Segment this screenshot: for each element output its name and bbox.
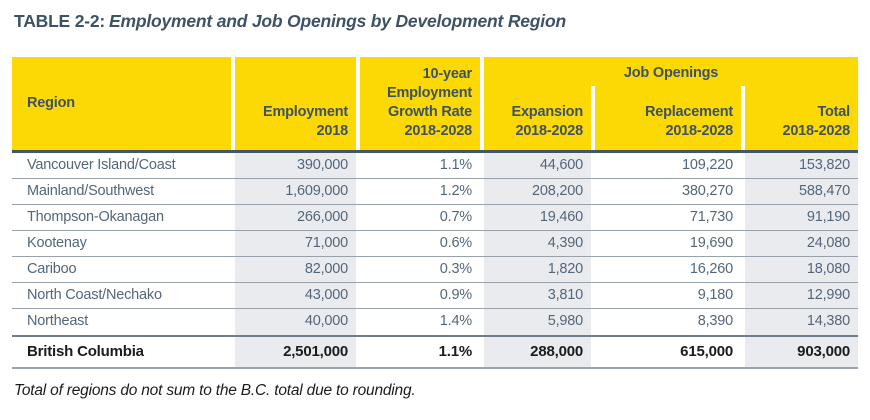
cell-employment: 1,609,000 xyxy=(235,179,356,204)
cell-expansion: 19,460 xyxy=(484,205,591,230)
cell-expansion: 3,810 xyxy=(484,283,591,308)
cell-growth: 1.2% xyxy=(439,183,472,199)
header-total: Total 2018-2028 xyxy=(745,86,858,150)
header-replacement: Replacement 2018-2028 xyxy=(595,86,741,150)
cell-replacement: 16,260 xyxy=(689,261,733,277)
header-region: Region xyxy=(12,57,231,150)
header-growth-line1: 10-year xyxy=(422,66,473,82)
table-row: Mainland/Southwest 1,609,000 1.2% 208,20… xyxy=(12,179,858,205)
table-row: Cariboo 82,000 0.3% 1,820 16,260 18,080 xyxy=(12,257,858,283)
cell-expansion: 44,600 xyxy=(484,153,591,178)
header-employment-line1: Employment xyxy=(262,104,348,120)
cell-growth: 0.9% xyxy=(439,287,472,303)
cell-replacement: 71,730 xyxy=(689,209,733,225)
cell-employment: 266,000 xyxy=(235,205,356,230)
cell-growth-total: 1.1% xyxy=(438,343,473,360)
cell-total: 153,820 xyxy=(745,153,858,178)
cell-region: Vancouver Island/Coast xyxy=(27,157,176,173)
table-description: Employment and Job Openings by Developme… xyxy=(109,11,566,31)
cell-growth: 1.1% xyxy=(439,157,472,173)
cell-total: 24,080 xyxy=(745,231,858,256)
table-row: North Coast/Nechako 43,000 0.9% 3,810 9,… xyxy=(12,283,858,309)
cell-expansion: 4,390 xyxy=(484,231,591,256)
cell-employment: 71,000 xyxy=(235,231,356,256)
header-replacement-line2: 2018-2028 xyxy=(665,123,733,139)
cell-replacement: 9,180 xyxy=(697,287,733,303)
header-expansion: Expansion 2018-2028 xyxy=(484,86,591,150)
header-expansion-line1: Expansion xyxy=(511,104,583,120)
subcolumn-separator xyxy=(741,86,745,150)
cell-total: 18,080 xyxy=(745,257,858,282)
table-row: Thompson-Okanagan 266,000 0.7% 19,460 71… xyxy=(12,205,858,231)
header-employment-line2: 2018 xyxy=(316,123,349,139)
cell-replacement: 19,690 xyxy=(689,235,733,251)
header-growth-line3: Growth Rate xyxy=(388,104,472,120)
cell-region: Thompson-Okanagan xyxy=(27,209,164,225)
table-number-label: TABLE 2-2: xyxy=(14,11,106,31)
header-growth-rate: 10-year Employment Growth Rate 2018-2028 xyxy=(360,57,480,150)
cell-growth: 0.3% xyxy=(439,261,472,277)
cell-employment: 40,000 xyxy=(235,309,356,335)
cell-expansion: 1,820 xyxy=(484,257,591,282)
table-title: TABLE 2-2: Employment and Job Openings by… xyxy=(0,0,870,32)
cell-employment-total: 2,501,000 xyxy=(235,337,356,367)
header-growth-line4: 2018-2028 xyxy=(404,123,472,139)
header-employment: Employment 2018 xyxy=(235,57,356,150)
table-row: Northeast 40,000 1.4% 5,980 8,390 14,380 xyxy=(12,309,858,335)
cell-region: Mainland/Southwest xyxy=(27,183,154,199)
cell-replacement: 109,220 xyxy=(681,157,733,173)
header-total-line2: 2018-2028 xyxy=(782,123,850,139)
cell-region: North Coast/Nechako xyxy=(27,287,162,303)
table-footnote: Total of regions do not sum to the B.C. … xyxy=(14,382,416,399)
cell-total-total: 903,000 xyxy=(745,337,858,367)
job-openings-label: Job Openings xyxy=(623,65,719,81)
cell-region: Kootenay xyxy=(27,235,87,251)
cell-total: 91,190 xyxy=(745,205,858,230)
cell-region-total: British Columbia xyxy=(27,343,144,360)
cell-employment: 82,000 xyxy=(235,257,356,282)
employment-table: Region Employment 2018 10-year Employmen… xyxy=(12,57,858,369)
header-total-line1: Total xyxy=(817,104,850,120)
cell-growth: 0.6% xyxy=(439,235,472,251)
cell-region: Cariboo xyxy=(27,261,77,277)
cell-growth: 0.7% xyxy=(439,209,472,225)
header-expansion-line2: 2018-2028 xyxy=(515,123,583,139)
subcolumn-separator xyxy=(591,86,595,150)
header-growth-line2: Employment xyxy=(386,85,472,101)
total-row-british-columbia: British Columbia 2,501,000 1.1% 288,000 … xyxy=(12,335,858,369)
cell-employment: 43,000 xyxy=(235,283,356,308)
job-openings-subheaders: Expansion 2018-2028 Replacement 2018-202… xyxy=(484,86,858,150)
cell-replacement: 8,390 xyxy=(697,313,733,329)
cell-expansion: 208,200 xyxy=(484,179,591,204)
cell-employment: 390,000 xyxy=(235,153,356,178)
table-header-row: Region Employment 2018 10-year Employmen… xyxy=(12,57,858,153)
table-row: Vancouver Island/Coast 390,000 1.1% 44,6… xyxy=(12,153,858,179)
cell-expansion: 5,980 xyxy=(484,309,591,335)
cell-expansion-total: 288,000 xyxy=(484,337,591,367)
cell-total: 14,380 xyxy=(745,309,858,335)
table-row: Kootenay 71,000 0.6% 4,390 19,690 24,080 xyxy=(12,231,858,257)
cell-total: 588,470 xyxy=(745,179,858,204)
cell-growth: 1.4% xyxy=(439,313,472,329)
job-openings-group-header: Job Openings Expansion 2018-2028 Replace… xyxy=(484,57,858,150)
cell-region: Northeast xyxy=(27,313,89,329)
cell-replacement: 380,270 xyxy=(681,183,733,199)
cell-replacement-total: 615,000 xyxy=(680,343,733,360)
header-replacement-line1: Replacement xyxy=(644,104,733,120)
cell-total: 12,990 xyxy=(745,283,858,308)
